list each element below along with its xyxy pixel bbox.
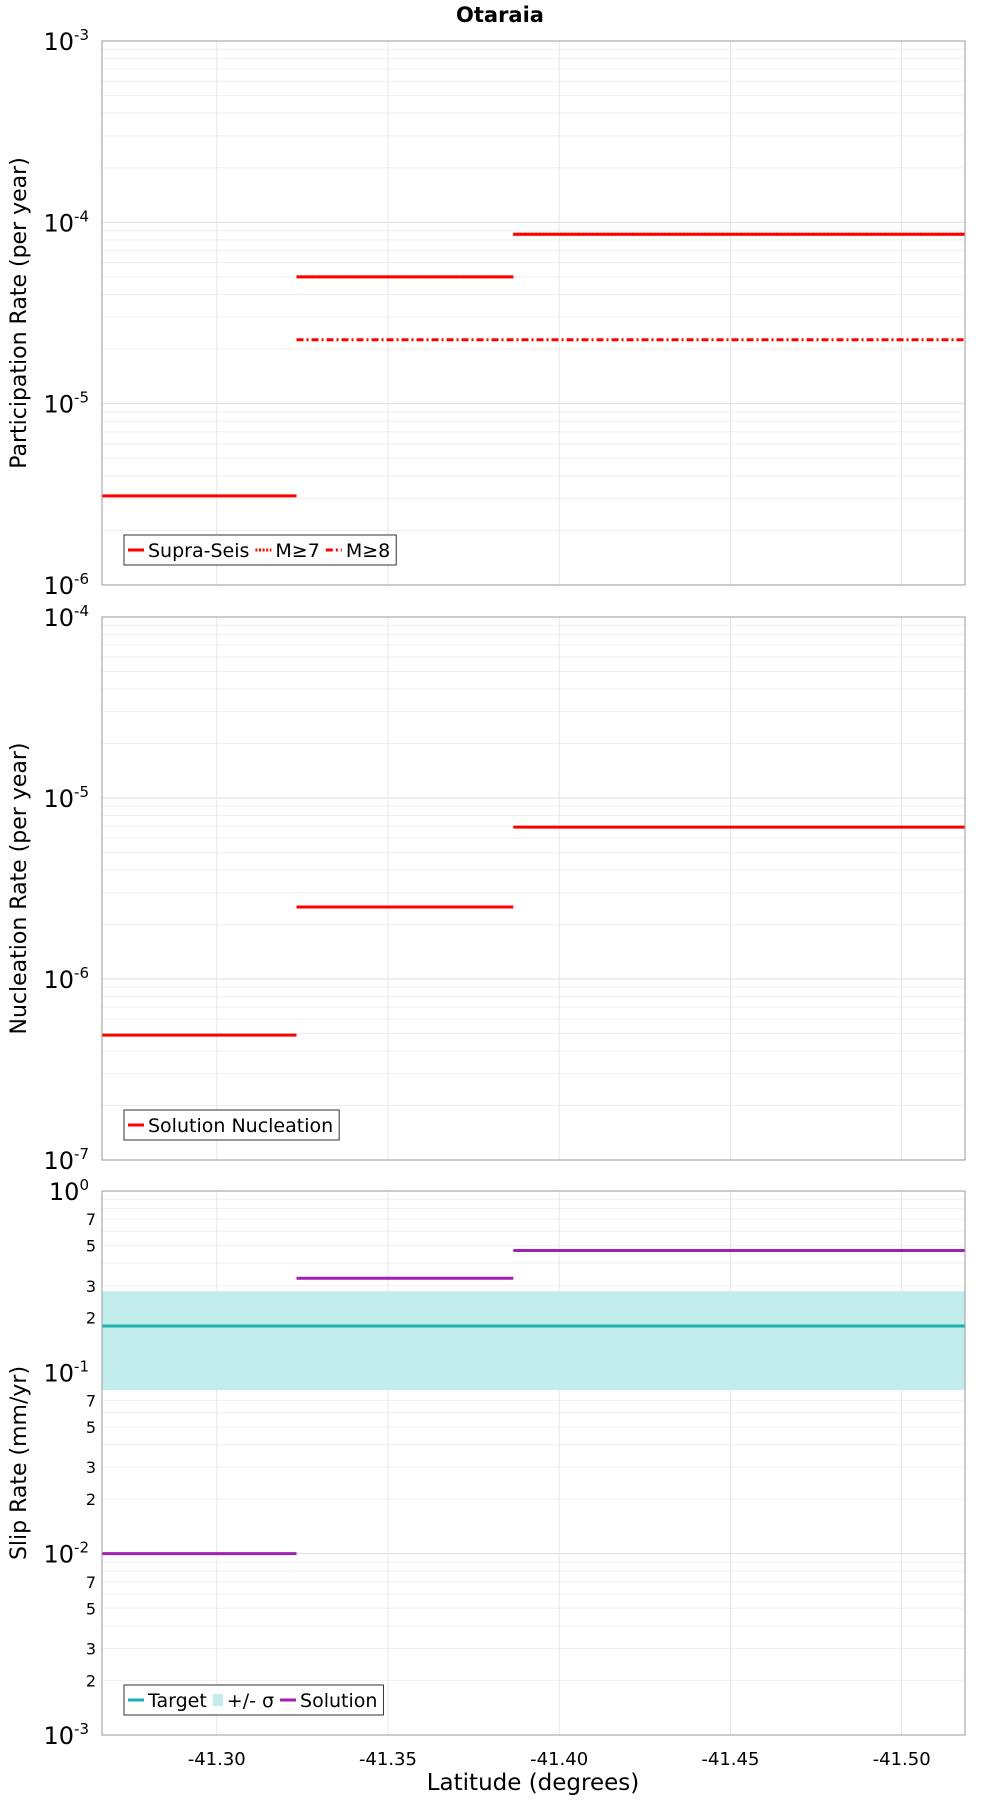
legend-frame (123, 1109, 340, 1141)
legend-label: M≥7 (275, 540, 319, 562)
y-minor-tick-label: 2 (86, 1309, 96, 1328)
panel-1: 10-6 10-5 10-4 10-3 Participation Rate (per … (7, 26, 966, 600)
y-tick-label: 10-4 (43, 207, 89, 237)
x-tick-label: -41.50 (873, 1749, 931, 1770)
y-tick-label: 10-6 (43, 570, 89, 600)
y-tick-label: 100 (49, 1176, 89, 1206)
y-minor-tick-label: 2 (86, 1490, 96, 1509)
legend-label: Solution (300, 1690, 377, 1712)
y-tick-label: 10-3 (43, 1720, 89, 1750)
y-minor-tick-label: 3 (86, 1458, 96, 1477)
y-tick-label: 10-7 (43, 1145, 89, 1175)
legend: Solution Nucleation (123, 1109, 340, 1141)
plot-frame (101, 616, 966, 1161)
plot-frame (101, 1190, 966, 1736)
legend-label: Solution Nucleation (148, 1115, 333, 1137)
sigma-band (102, 1291, 965, 1390)
y-tick-label: 10-5 (43, 783, 89, 813)
y-minor-tick-label: 5 (86, 1599, 96, 1618)
legend: Supra-Seis M≥7 M≥8 (123, 534, 397, 566)
legend-key-- (212, 1694, 223, 1706)
x-tick-label: -41.40 (530, 1749, 588, 1770)
x-tick-label: -41.45 (701, 1749, 759, 1770)
y-minor-tick-label: 3 (86, 1639, 96, 1658)
y-minor-tick-label: 2 (86, 1671, 96, 1690)
y-minor-tick-label: 7 (86, 1573, 96, 1592)
legend-label: +/- σ (227, 1690, 274, 1712)
y-axis-label: Nucleation Rate (per year) (7, 743, 32, 1035)
y-tick-label: 10-2 (43, 1539, 89, 1569)
y-minor-tick-label: 5 (86, 1237, 96, 1256)
legend-label: M≥8 (346, 540, 390, 562)
legend-frame (123, 1684, 384, 1716)
y-tick-label: 10-1 (43, 1357, 89, 1387)
y-minor-tick-label: 3 (86, 1277, 96, 1296)
y-minor-tick-label: 7 (86, 1391, 96, 1410)
y-minor-tick-label: 7 (86, 1210, 96, 1229)
plot-frame (101, 40, 966, 586)
x-tick-label: -41.35 (359, 1749, 417, 1770)
legend: Target +/- σ Solution (123, 1684, 384, 1716)
legend-label: Target (147, 1690, 207, 1712)
panel-2: 10-7 10-6 10-5 10-4 Nucleation Rate (per yea… (7, 602, 966, 1175)
y-tick-label: 10-6 (43, 964, 89, 994)
y-tick-label: 10-5 (43, 389, 89, 419)
legend-label: Supra-Seis (148, 540, 249, 562)
y-tick-label: 10-4 (43, 602, 89, 632)
x-tick-label: -41.30 (188, 1749, 246, 1770)
panel-3: 10-3 10-2 10-1 100 2 3 5 7 2 3 5 7 2 3 5 7 Slip Rate (mm… (7, 1176, 966, 1750)
x-axis-label: Latitude (degrees) (427, 1770, 640, 1796)
chart-title: Otaraia (456, 3, 544, 27)
y-tick-label: 10-3 (43, 26, 89, 56)
y-minor-tick-label: 5 (86, 1418, 96, 1437)
y-axis-label: Slip Rate (mm/yr) (7, 1366, 32, 1560)
y-axis-label: Participation Rate (per year) (7, 157, 32, 469)
